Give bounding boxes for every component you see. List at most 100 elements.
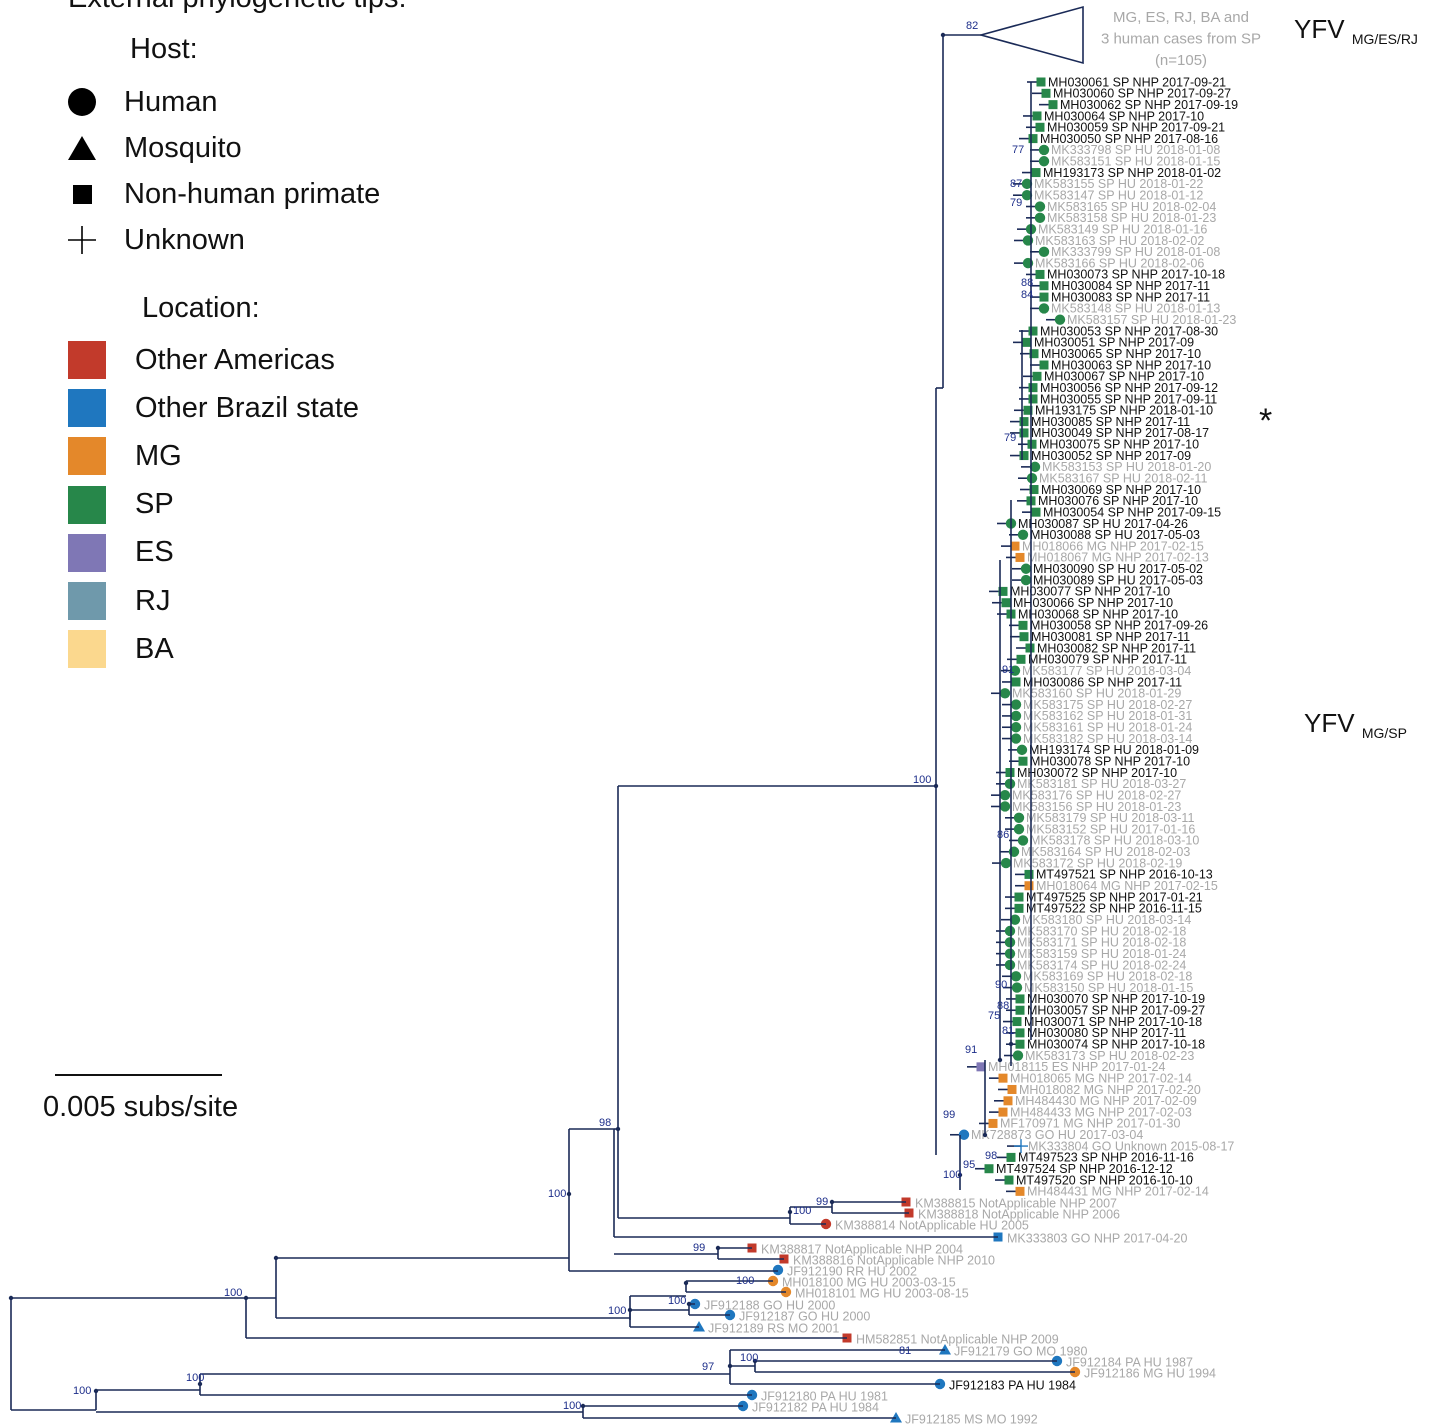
tip-label: MK583180 SP HU 2018-03-14 (1022, 913, 1191, 927)
support-value: 88 (1021, 277, 1033, 289)
tip-marker-circle (1029, 461, 1041, 473)
tree-branch (11, 1389, 200, 1411)
location-label: ES (135, 536, 174, 569)
tip-marker-circle (1004, 925, 1016, 937)
tip-marker-square (1025, 643, 1035, 653)
tip-label: MH030077 SP NHP 2017-10 (1010, 585, 1170, 599)
tip-label: MK583164 SP HU 2018-02-03 (1021, 845, 1190, 859)
legend-host-label: Unknown (124, 223, 245, 256)
scale-label: 0.005 subs/site (43, 1091, 239, 1123)
tip-label: KM388818 NotApplicable NHP 2006 (918, 1207, 1120, 1221)
tip-label: MH030080 SP NHP 2017-11 (1027, 1026, 1186, 1040)
cross-icon (62, 220, 102, 260)
tip-label: MH030060 SP NHP 2017-09-27 (1053, 87, 1231, 101)
tip-marker-square (1005, 768, 1015, 778)
tip-marker-square (1001, 598, 1011, 608)
tip-marker-circle (1000, 857, 1012, 869)
tip-marker-square (1028, 394, 1038, 404)
legend-location-item: RJ (68, 581, 170, 621)
tip-marker-circle (1038, 144, 1050, 156)
support-value: 91 (1002, 664, 1014, 676)
tip-label: MH030084 SP NHP 2017-11 (1051, 279, 1210, 293)
tip-label: MT497521 SP NHP 2016-10-13 (1036, 868, 1213, 882)
tree-node (957, 1172, 963, 1178)
tip-label: MK583167 SP HU 2018-02-11 (1039, 472, 1207, 486)
tip-marker-square (1029, 485, 1039, 495)
tip-marker-circle (1020, 574, 1032, 586)
tip-label: MK583178 SP HU 2018-03-10 (1030, 834, 1199, 848)
tip-marker-square (1015, 994, 1025, 1004)
star-marker: * (1259, 402, 1273, 440)
tip-label: MK583159 SP HU 2018-01-24 (1017, 947, 1186, 961)
tree-branch (275, 1258, 630, 1319)
support-value: 87 (1010, 178, 1022, 190)
tree-node (273, 1255, 279, 1261)
tip-label: MH030054 SP NHP 2017-09-15 (1043, 505, 1221, 519)
tip-label: MH030049 SP NHP 2017-08-17 (1031, 426, 1209, 440)
tip-label: MH030088 SP HU 2017-05-03 (1030, 528, 1200, 542)
tip-marker-circle (1034, 201, 1046, 212)
tree-branch (754, 1360, 1075, 1373)
tip-marker-circle (1038, 246, 1050, 257)
tip-label: MH030059 SP NHP 2017-09-21 (1047, 121, 1225, 135)
tip-marker-circle (1034, 212, 1046, 224)
legend-location-item: MG (68, 436, 182, 476)
tip-label: MK583173 SP HU 2018-02-23 (1025, 1049, 1194, 1063)
tip-label: JF912184 PA HU 1987 (1066, 1355, 1193, 1369)
tip-label: MH030085 SP NHP 2017-11 (1031, 415, 1190, 429)
tip-marker-square (1032, 371, 1042, 381)
tree-node (829, 1199, 835, 1205)
tip-label: MK583175 SP HU 2018-02-27 (1023, 698, 1192, 712)
location-swatch (68, 485, 106, 524)
tip-label: MH018100 MG HU 2003-03-15 (782, 1275, 956, 1289)
tip-label: MK583166 SP HU 2018-02-06 (1035, 256, 1204, 270)
tip-label: MK583174 SP HU 2018-02-24 (1017, 958, 1186, 972)
tip-marker-square (1003, 1096, 1013, 1106)
legend-host-label: Human (124, 85, 218, 118)
support-value: 81 (1002, 1025, 1014, 1037)
support-value: 95 (963, 1159, 975, 1171)
tip-marker-square (1039, 292, 1049, 302)
tip-label: MK583156 SP HU 2018-01-23 (1012, 800, 1181, 814)
support-value: 100 (608, 1305, 626, 1317)
tip-label: MK583160 SP HU 2018-01-29 (1012, 687, 1181, 701)
legend-location-item: SP (68, 485, 174, 525)
tip-label: MH018082 MG NHP 2017-02-20 (1019, 1083, 1201, 1097)
clade-label-top-sub: MG/ES/RJ (1351, 31, 1418, 48)
legend-location-item: BA (68, 629, 174, 669)
tip-marker-circle (1010, 971, 1022, 982)
tip-label: MK583165 SP HU 2018-02-04 (1047, 200, 1216, 214)
support-value: 100 (563, 1400, 581, 1412)
tip-marker-square (1019, 632, 1029, 642)
tip-label: MT497520 SP NHP 2016-10-10 (1016, 1173, 1193, 1187)
tip-marker-circle (1009, 665, 1021, 676)
tip-marker-circle (1012, 1050, 1024, 1061)
tip-marker-circle (1010, 699, 1022, 710)
tip-marker-square (1010, 541, 1020, 551)
tip-marker-square (1015, 1039, 1025, 1049)
tip-label: MH193175 SP NHP 2018-01-10 (1035, 404, 1213, 418)
clade-label-mid-main: YFV (1304, 708, 1355, 738)
tip-label: MH030076 SP NHP 2017-10 (1038, 494, 1198, 508)
tip-label: MH030072 SP NHP 2017-10 (1017, 766, 1177, 780)
tip-label: MH030083 SP NHP 2017-11 (1051, 290, 1210, 304)
tree-branch (831, 1201, 909, 1214)
tip-label: MK583151 SP HU 2018-01-15 (1051, 155, 1220, 169)
tip-label: MK583158 SP HU 2018-01-23 (1047, 211, 1216, 225)
support-value: 98 (599, 1117, 611, 1129)
tip-marker-square (1014, 903, 1024, 913)
clade-label-mid: YFV MG/SP (1304, 708, 1407, 741)
tip-label: MK583170 SP HU 2018-02-18 (1017, 924, 1186, 938)
tip-label: MT497525 SP NHP 2017-01-21 (1026, 890, 1203, 904)
support-value: 91 (965, 1044, 977, 1056)
tip-label: MH193173 SP NHP 2018-01-02 (1043, 166, 1221, 180)
tip-marker-square (1012, 1017, 1022, 1027)
support-value: 100 (548, 1188, 566, 1200)
tip-label: MH030067 SP NHP 2017-10 (1044, 370, 1204, 384)
tip-marker-square (1004, 1175, 1014, 1185)
tip-label: MH030063 SP NHP 2017-10 (1051, 358, 1211, 372)
support-value: 100 (793, 1205, 811, 1217)
tip-marker-circle (1017, 529, 1029, 540)
tip-label: KM388816 NotApplicable NHP 2010 (793, 1253, 995, 1267)
scale-bar (55, 1074, 222, 1076)
